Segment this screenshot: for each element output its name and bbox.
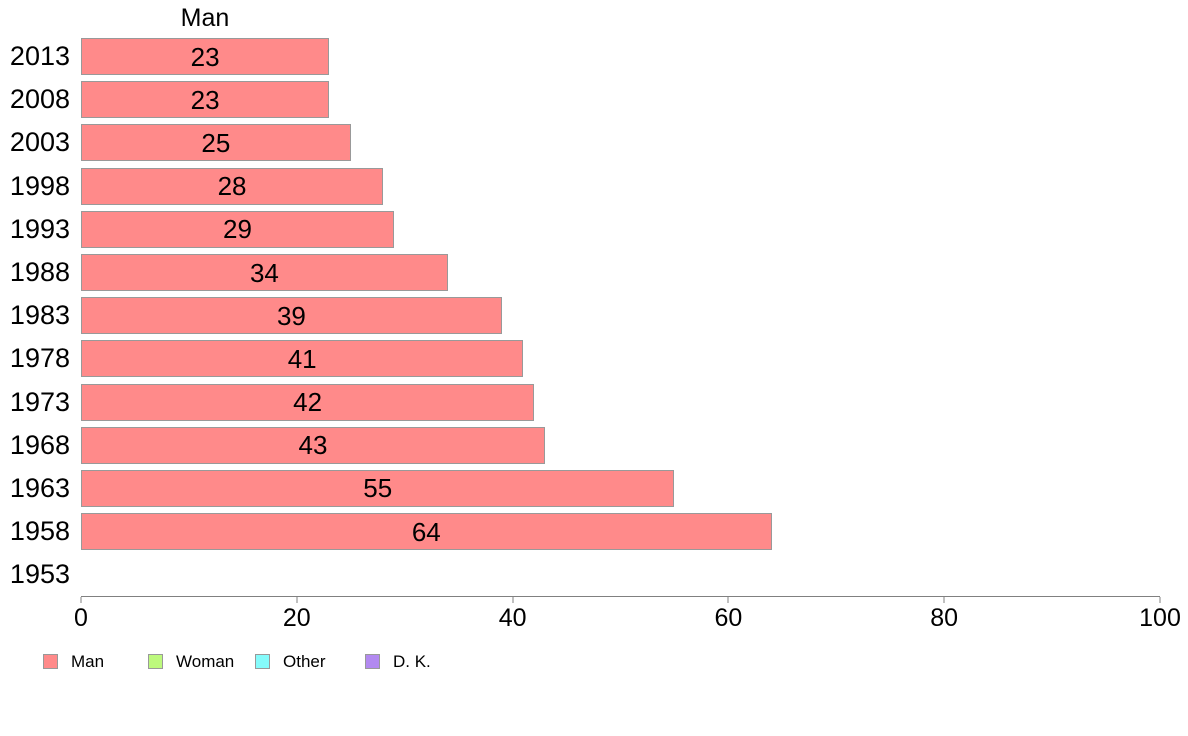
bar-man: 28 [81,167,384,205]
bar-man: 29 [81,210,394,248]
plot-area: 2013 23 2008 23 2003 25 1998 28 1993 29 1988 34 1983… [0,35,1188,639]
legend-item: D. K. [365,652,431,670]
category-label: 1998 [9,170,70,201]
tick-mark [512,597,514,604]
bar-row: 1973 42 [0,381,1188,424]
bar-value-label: 23 [190,84,220,115]
bar-man: 43 [81,426,545,464]
category-label: 1993 [9,213,70,244]
tick-mark [296,597,298,604]
bar-row: 1963 55 [0,467,1188,510]
bar-row: 2003 25 [0,121,1188,164]
category-label: 1958 [9,516,70,547]
bar-value-label: 28 [217,171,247,202]
bar-row: 2008 23 [0,78,1188,121]
legend-swatch-icon [43,653,58,669]
category-label: 1953 [9,559,70,590]
tick-mark [80,597,82,604]
bar-row: 2013 23 [0,35,1188,78]
tick-mark [1159,597,1161,604]
legend-label: Other [283,651,326,671]
bar-row: 1983 39 [0,294,1188,337]
bar-man: 25 [81,124,351,162]
bar-man: 41 [81,340,524,378]
bar-row: 1993 29 [0,208,1188,251]
legend-item: Other [255,652,326,670]
category-label: 1973 [9,386,70,417]
category-label: 2008 [9,84,70,115]
chart-title: Man [180,4,230,32]
x-axis: 0 20 40 60 80 100 [74,596,1181,639]
bar-man: 23 [81,38,330,76]
legend-item: Man [43,652,104,670]
tick-label: 0 [74,604,88,633]
bar-man: 23 [81,81,330,119]
bar-row: 1958 64 [0,510,1188,553]
tick-label: 80 [930,604,959,633]
bar-man: 34 [81,254,448,292]
legend-swatch-icon [255,653,270,669]
bar-man: 42 [81,383,535,421]
bar-value-label: 34 [249,257,279,288]
category-label: 1978 [9,343,70,374]
legend-label: D. K. [393,651,431,671]
legend-label: Man [71,651,105,671]
bar-value-label: 25 [201,127,231,158]
bar-row: 1978 41 [0,337,1188,380]
category-label: 2013 [9,41,70,72]
tick-label: 100 [1139,604,1181,633]
bar-value-label: 42 [293,387,323,418]
bar-value-label: 43 [298,430,328,461]
bar-man: 55 [81,469,675,507]
bar-man: 39 [81,297,502,335]
legend-swatch-icon [148,653,163,669]
category-label: 1968 [9,429,70,460]
bar-row: 1998 28 [0,165,1188,208]
category-label: 2003 [9,127,70,158]
tick-mark [943,597,945,604]
legend-label: Woman [176,651,235,671]
tick-label: 20 [282,604,311,633]
bars-container: 2013 23 2008 23 2003 25 1998 28 1993 29 1988 34 1983… [0,35,1188,596]
bar-row: 1953 [0,553,1188,596]
legend-item: Woman [148,652,234,670]
bar-row: 1968 43 [0,424,1188,467]
legend: Man Woman Other D. K. [0,652,1188,672]
bar-man: 64 [81,513,772,551]
bar-value-label: 29 [222,214,252,245]
legend-swatch-icon [365,653,380,669]
bar-value-label: 41 [287,343,317,374]
tick-mark [727,597,729,604]
bar-value-label: 64 [411,516,441,547]
bar-value-label: 39 [276,300,306,331]
tick-label: 60 [714,604,743,633]
bar-value-label: 23 [190,41,220,72]
category-label: 1988 [9,257,70,288]
bar-row: 1988 34 [0,251,1188,294]
tick-label: 40 [498,604,527,633]
bar-value-label: 55 [363,473,393,504]
category-label: 1963 [9,472,70,503]
category-label: 1983 [9,300,70,331]
